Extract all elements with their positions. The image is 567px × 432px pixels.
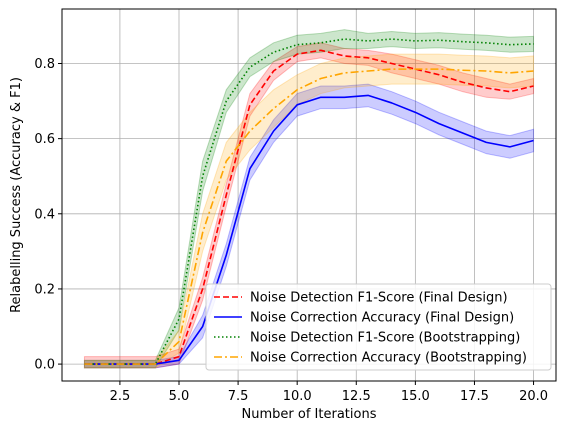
y-tick-label: 0.2 <box>34 282 55 297</box>
x-tick-label: 12.5 <box>342 389 371 404</box>
x-tick-label: 7.5 <box>228 389 249 404</box>
y-tick-label: 0.8 <box>34 57 55 72</box>
y-tick-label: 0.6 <box>34 132 55 147</box>
plot-area-frame <box>61 8 557 382</box>
x-tick-label: 2.5 <box>110 389 131 404</box>
x-tick-label: 15.0 <box>401 389 430 404</box>
series-lines <box>84 38 534 365</box>
legend: Noise Detection F1-Score (Final Design) N… <box>205 283 552 371</box>
y-axis-ticks: 0.0 0.2 0.4 0.6 0.8 <box>34 57 62 373</box>
legend-label: Noise Detection F1-Score (Final Design) <box>250 291 508 306</box>
legend-label: Noise Detection F1-Score (Bootstrapping) <box>250 331 520 346</box>
x-tick-label: 20.0 <box>519 389 548 404</box>
y-axis-label: Relabelling Success (Accuracy & F1) <box>9 77 24 313</box>
y-tick-label: 0.0 <box>34 358 55 373</box>
x-tick-label: 5.0 <box>169 389 190 404</box>
x-axis-label: Number of Iterations <box>242 407 377 422</box>
legend-label: Noise Correction Accuracy (Bootstrapping… <box>250 351 527 366</box>
x-axis-ticks: 2.5 5.0 7.5 10.0 12.5 15.0 17.5 20.0 <box>110 381 548 404</box>
series-line-2 <box>84 94 534 365</box>
x-tick-label: 10.0 <box>283 389 312 404</box>
series-line-4 <box>84 68 534 365</box>
legend-box <box>205 283 552 371</box>
y-tick-label: 0.4 <box>34 207 55 222</box>
confidence-band-series-3 <box>83 29 535 369</box>
x-tick-label: 17.5 <box>460 389 489 404</box>
confidence-band-series-1 <box>83 42 535 369</box>
legend-label: Noise Correction Accuracy (Final Design) <box>250 311 514 326</box>
